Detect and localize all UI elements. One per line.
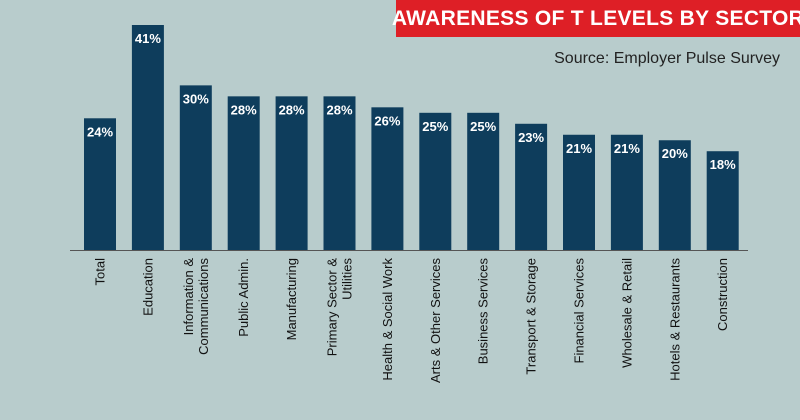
bar-value-label: 30% [183,91,209,106]
bar [419,112,452,251]
category-label-line: Transport & Storage [524,258,539,375]
chart-title: AWARENESS OF T LEVELS BY SECTOR [391,6,800,30]
category-label-line: Education [140,258,155,316]
category-label-line: Manufacturing [284,258,299,340]
category-label-line: Arts & Other Services [428,258,443,383]
chart-title-banner: AWARENESS OF T LEVELS BY SECTOR [392,0,800,37]
bar-value-label: 26% [374,113,400,128]
bar-value-label: 21% [614,141,640,156]
category-label-line: Utilities [340,258,355,300]
category-label: Health & Social Work [380,258,395,381]
bar [275,96,308,250]
category-label-line: Total [93,258,108,286]
bar-value-label: 20% [662,146,688,161]
category-label: Arts & Other Services [428,258,443,383]
category-label-line: Primary Sector & [325,258,340,357]
category-label: Primary Sector & Utilities [325,258,355,357]
category-label: Manufacturing [284,258,299,340]
category-label: Education [140,258,155,316]
category-label-line: Construction [715,258,730,331]
bar-value-label: 41% [135,31,161,46]
bar-value-label: 24% [87,124,113,139]
bar-value-label: 25% [422,119,448,134]
bar-value-label: 28% [326,102,352,117]
category-label: Wholesale & Retail [619,258,634,368]
bar-value-label: 21% [566,141,592,156]
category-label-line: Wholesale & Retail [619,258,634,368]
bar [227,96,260,250]
bar [323,96,356,250]
bar [84,118,116,250]
category-label: Business Services [476,258,491,365]
category-label-line: Health & Social Work [380,258,395,381]
category-label: Transport & Storage [524,258,539,375]
bar-value-label: 25% [470,119,496,134]
category-label: Hotels & Restaurants [667,258,682,381]
category-label-line: Public Admin. [236,258,251,337]
category-label-line: Hotels & Restaurants [667,258,682,381]
category-label-line: Business Services [476,258,491,365]
bar-value-label: 28% [231,102,257,117]
category-label-line: Communications [196,258,211,355]
bar-value-label: 18% [710,157,736,172]
bars-group: 24% 41% 30% 28% 28% 28% 26% 25% 25% 23% 21% 21% 20% 1… [84,25,739,251]
bar [131,25,164,250]
bar [179,85,212,251]
bar-value-label: 28% [279,102,305,117]
bar [610,134,643,250]
bar [658,140,691,250]
category-label-line: Financial Services [572,258,587,364]
category-label: Financial Services [572,258,587,364]
bar [563,134,595,250]
bar-value-label: 23% [518,130,544,145]
bar [467,112,500,251]
category-label: Total [93,258,108,286]
bar [371,107,404,250]
bar [515,123,548,250]
category-label: Information & Communications [181,258,211,355]
category-label: Construction [715,258,730,331]
category-labels-group: Total Education Information & Communication… [93,258,731,383]
source-note: Source: Employer Pulse Survey [554,50,780,67]
category-label-line: Information & [181,258,196,336]
bar [706,151,739,250]
category-label: Public Admin. [236,258,251,337]
